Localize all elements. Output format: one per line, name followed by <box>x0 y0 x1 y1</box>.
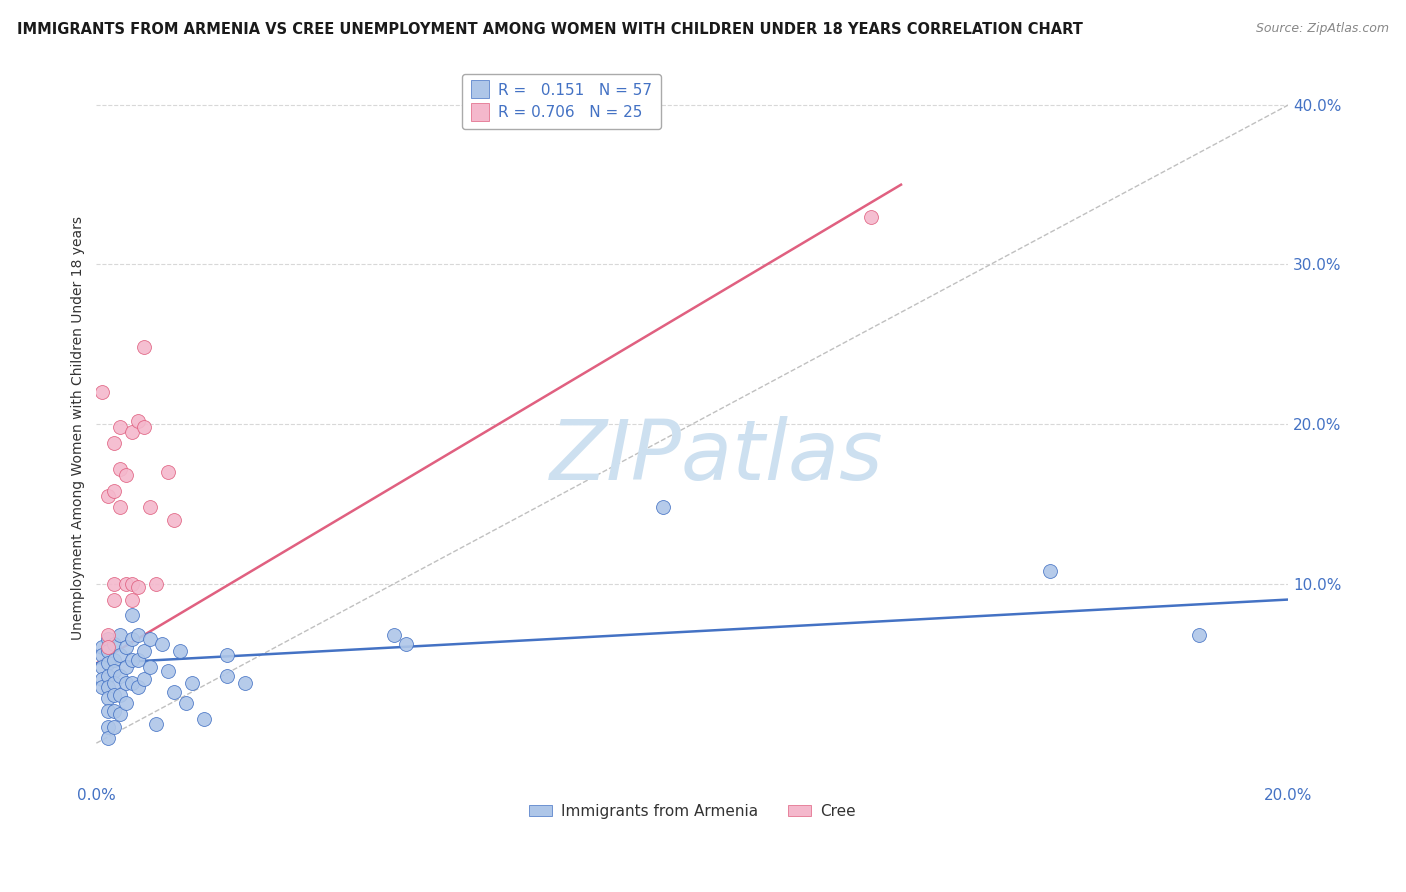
Point <box>108 648 131 663</box>
Point <box>163 513 186 527</box>
Point <box>169 643 191 657</box>
Point <box>139 500 162 514</box>
Point <box>121 632 143 647</box>
Text: Source: ZipAtlas.com: Source: ZipAtlas.com <box>1256 22 1389 36</box>
Point <box>97 669 120 683</box>
Point <box>132 673 155 687</box>
Point <box>91 648 114 663</box>
Point <box>108 707 131 722</box>
Point <box>97 627 120 641</box>
Point <box>174 696 197 710</box>
Point <box>145 576 167 591</box>
Point <box>103 576 125 591</box>
Point <box>108 627 131 641</box>
Point <box>108 420 131 434</box>
Legend: Immigrants from Armenia, Cree: Immigrants from Armenia, Cree <box>523 797 862 825</box>
Y-axis label: Unemployment Among Women with Children Under 18 years: Unemployment Among Women with Children U… <box>72 216 86 640</box>
Point <box>121 576 143 591</box>
Point <box>115 468 138 483</box>
Point <box>103 704 125 718</box>
Point <box>97 681 120 695</box>
Point <box>103 688 125 702</box>
Point <box>103 653 125 667</box>
Point <box>103 637 125 651</box>
Point <box>121 675 143 690</box>
Point <box>108 669 131 683</box>
Point <box>235 675 257 690</box>
Point <box>1039 564 1062 578</box>
Text: IMMIGRANTS FROM ARMENIA VS CREE UNEMPLOYMENT AMONG WOMEN WITH CHILDREN UNDER 18 : IMMIGRANTS FROM ARMENIA VS CREE UNEMPLOY… <box>17 22 1083 37</box>
Point <box>108 688 131 702</box>
Point <box>108 500 131 514</box>
Point <box>395 637 418 651</box>
Point <box>217 648 239 663</box>
Point <box>860 210 883 224</box>
Point <box>193 712 215 726</box>
Point <box>127 653 149 667</box>
Point <box>132 643 155 657</box>
Point <box>163 685 186 699</box>
Point <box>127 580 149 594</box>
Point <box>97 640 120 655</box>
Point <box>115 659 138 673</box>
Point <box>103 665 125 679</box>
Point <box>103 720 125 734</box>
Point <box>115 696 138 710</box>
Point <box>127 681 149 695</box>
Point <box>97 657 120 671</box>
Point <box>127 627 149 641</box>
Point <box>115 675 138 690</box>
Point <box>97 720 120 734</box>
Point <box>121 608 143 623</box>
Point <box>382 627 405 641</box>
Point <box>115 640 138 655</box>
Point <box>150 637 173 651</box>
Point <box>121 592 143 607</box>
Point <box>156 465 179 479</box>
Point <box>91 659 114 673</box>
Point <box>97 643 120 657</box>
Point <box>132 340 155 354</box>
Point <box>121 425 143 439</box>
Point <box>127 414 149 428</box>
Point <box>103 483 125 498</box>
Point <box>180 675 202 690</box>
Point <box>139 632 162 647</box>
Point <box>91 673 114 687</box>
Point <box>651 500 673 514</box>
Point <box>97 632 120 647</box>
Point <box>91 681 114 695</box>
Point <box>97 731 120 746</box>
Point <box>97 704 120 718</box>
Text: ZIPatlas: ZIPatlas <box>550 416 883 497</box>
Point <box>1188 627 1211 641</box>
Point <box>103 592 125 607</box>
Point <box>121 653 143 667</box>
Point <box>103 675 125 690</box>
Point <box>91 640 114 655</box>
Point <box>115 576 138 591</box>
Point <box>145 717 167 731</box>
Point <box>108 461 131 475</box>
Point <box>217 669 239 683</box>
Point <box>139 659 162 673</box>
Point <box>132 420 155 434</box>
Point <box>97 691 120 706</box>
Point <box>97 489 120 503</box>
Point <box>103 436 125 450</box>
Point <box>91 385 114 400</box>
Point <box>156 665 179 679</box>
